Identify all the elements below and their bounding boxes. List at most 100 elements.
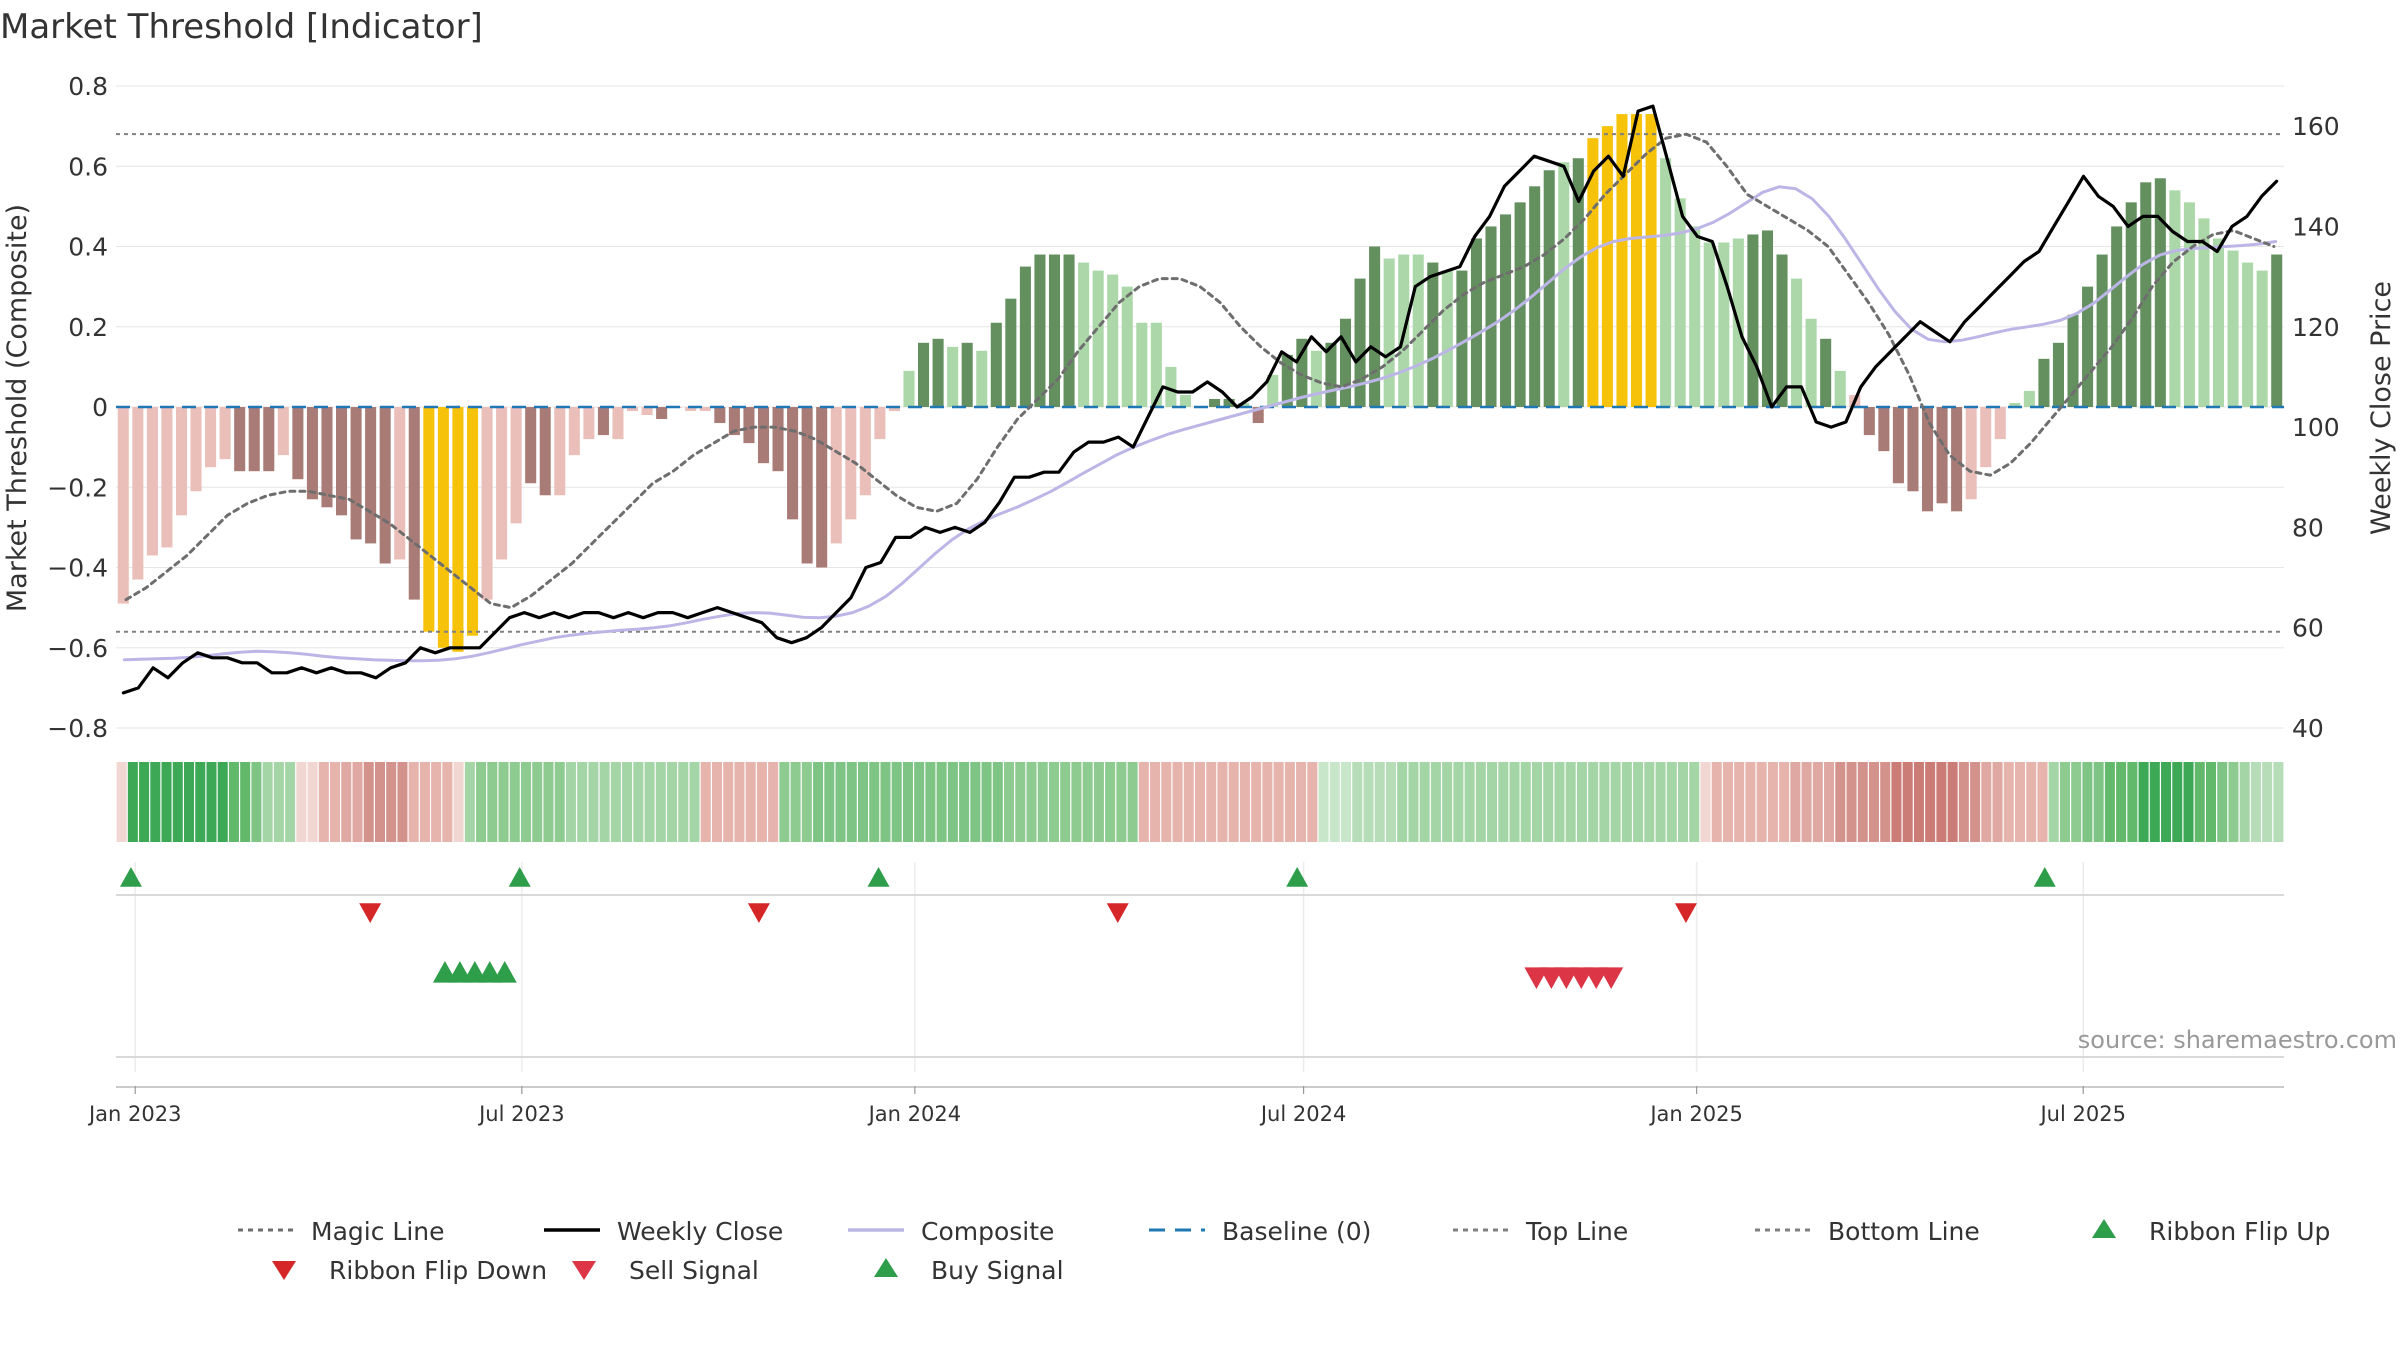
x-tick-label: Jul 2023 [477,1102,564,1126]
composite-bar [947,346,959,407]
legend-label: Baseline (0) [1222,1217,1371,1246]
composite-bar [728,407,740,436]
ribbon-cell [1857,762,1868,842]
composite-bar [1500,214,1512,407]
ribbon-cell [2127,762,2138,842]
ribbon-cell [734,762,745,842]
ribbon-cell [1970,762,1981,842]
composite-bar [2256,270,2268,407]
ribbon-cell [1060,762,1071,842]
legend-label: Top Line [1525,1217,1628,1246]
composite-bar [743,407,755,444]
ribbon-cell [1138,762,1149,842]
composite-bar [1776,254,1788,407]
ribbon-cell [936,762,947,842]
ribbon-cell [1992,762,2003,842]
ribbon-cell [577,762,588,842]
composite-bar [2009,402,2021,407]
composite-bar [1238,402,1250,407]
composite-bar [263,407,275,472]
legend-label: Buy Signal [931,1256,1064,1285]
composite-bar [1063,254,1075,407]
ribbon-cell [756,762,767,842]
ribbon-cell [408,762,419,842]
composite-bar [1339,318,1352,407]
ribbon-cell [1947,762,1958,842]
composite-bar [408,407,420,600]
composite-bar [1587,138,1599,407]
ribbon-cell [2250,762,2261,842]
ribbon-cell [161,762,172,842]
composite-bar [597,407,609,436]
legend-label: Ribbon Flip Down [329,1256,547,1285]
weekly-close-line [121,104,2279,695]
ribbon-cell [183,762,195,842]
ribbon-cell [992,762,1003,842]
composite-bar [292,407,304,480]
composite-bar [365,407,377,544]
ribbon-cell [2116,762,2127,842]
y-tick-label: −0.6 [47,634,108,663]
ribbon-cell [273,762,284,842]
ribbon-cell [1352,762,1363,842]
composite-bar [2082,286,2094,407]
y2-tick-label: 60 [2292,614,2324,643]
composite-bar [394,407,406,560]
composite-bar [161,407,173,548]
ribbon-cell [1958,762,1969,842]
ribbon-cell [363,762,374,842]
composite-bar [2067,314,2079,407]
legend-label: Ribbon Flip Up [2149,1217,2330,1246]
ribbon-cell [1307,762,1318,842]
ribbon-cell [330,762,341,842]
composite-bar [816,407,828,568]
composite-bar [1179,394,1191,407]
ribbon-cell [599,762,610,842]
ribbon-cell [1936,762,1947,842]
composite-bar [2038,358,2050,407]
legend: Magic Line Weekly Close Composite Baseline … [238,1217,2330,1285]
ribbon-flip-up-marker [867,867,890,887]
ribbon-cell [2239,762,2250,842]
composite-bar [234,407,246,472]
ribbon-cell [1408,762,1419,842]
composite-bar [1863,407,1875,436]
composite-bar [1703,242,1715,407]
ribbon-cell [1082,762,1093,842]
y2-tick-label: 140 [2292,212,2340,241]
y2-tick-label: 160 [2292,112,2340,141]
ribbon-cell [1812,762,1823,842]
ribbon-cell [981,762,992,842]
ribbon-cell [1172,762,1183,842]
ribbon-cell [127,762,138,842]
composite-bar [1980,407,1992,468]
composite-bar [2096,254,2108,407]
ribbon-cell [1217,762,1228,842]
ribbon-cell [1599,762,1610,842]
ribbon-cell [2183,762,2194,842]
composite-bar [554,407,566,496]
composite-bar [1630,114,1643,408]
composite-bar [583,407,595,440]
ribbon-flip-up-marker [1286,867,1309,887]
ribbon-cell [1273,762,1284,842]
ribbon-cell [2262,762,2273,842]
composite-bar [1718,242,1730,407]
composite-bar [1223,398,1235,407]
ribbon-cell [2217,762,2228,842]
composite-bar [1616,114,1628,408]
ribbon-cell [139,762,150,842]
ribbon-cell [813,762,824,842]
ribbon-cell [1251,762,1262,842]
y-tick-label: −0.8 [47,714,108,743]
x-tick-label: Jan 2024 [867,1102,962,1126]
ribbon-cell [1801,762,1812,842]
ribbon-cell [970,762,981,842]
ribbon-cell [1262,762,1273,842]
ribbon-cell [1610,762,1621,842]
sell-signal-marker [1599,967,1624,989]
ribbon-cell [1644,762,1655,842]
composite-bar [568,407,580,456]
y-tick-label: −0.2 [47,473,108,502]
